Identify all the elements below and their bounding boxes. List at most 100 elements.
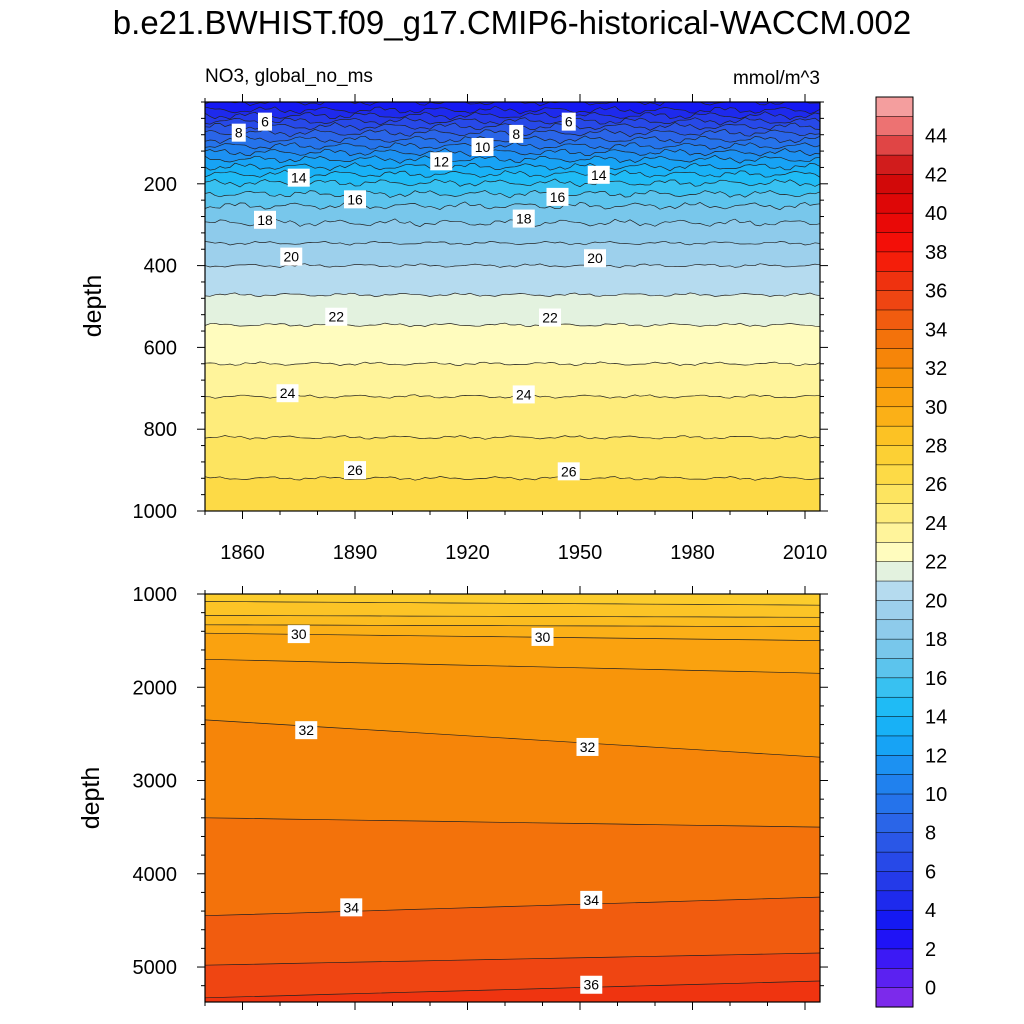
variable-subtitle: NO3, global_no_ms [205,66,373,87]
x-tick-label: 2010 [783,542,828,564]
contour-label-box [340,898,363,917]
colorbar-swatch [875,271,914,292]
colorbar-swatch [875,96,914,117]
x-tick-label: 1890 [333,542,378,564]
plot-frame [204,101,821,512]
contour-label-box [580,890,603,909]
contour-label-box [276,384,299,403]
contour-label-text: 24 [280,385,296,401]
y-tick-label: 2000 [133,677,178,699]
x-tick-label: 1980 [670,542,715,564]
contour-label-text: 36 [583,977,599,993]
colorbar-swatch [875,212,914,234]
y-tick-label: 5000 [133,957,178,979]
contour-label-box [561,112,576,131]
contour-label: 18 [254,210,276,229]
contour-label-text: 20 [283,249,299,265]
contour-line [204,154,821,164]
contour-line [204,615,821,618]
colorbar-swatch [875,619,914,640]
contour-label: 6 [258,112,272,131]
contour-label-text: 30 [535,629,551,645]
colorbar-swatch [875,154,914,175]
colorbar-label: 44 [925,126,947,148]
colorbar-swatch [875,638,914,660]
chart-title: b.e21.BWHIST.f09_g17.CMIP6-historical-WA… [113,4,911,41]
contour-band [204,263,821,297]
contour-label-text: 14 [591,167,607,183]
contour-label: 6 [561,112,576,131]
colorbar-label: 10 [925,784,947,806]
colorbar-swatch [875,890,914,911]
contour-line [204,394,821,399]
contour-label-text: 34 [343,899,359,915]
colorbar-label: 36 [925,281,947,303]
upper-contour-labels: 8 6 14 16 18 20 22 24 26 12 10 8 6 14 16 18 20 22 24 26 [231,112,610,481]
x-tick-label: 1950 [558,542,603,564]
colorbar-swatch [875,464,914,485]
contour-label-box [584,249,606,268]
lower-contour-labels: 30 30 32 32 34 34 36 [287,625,603,994]
colorbar-swatch [875,677,914,698]
contour-label-box [580,975,603,994]
contour-line [204,105,821,115]
contour-label: 8 [509,124,524,143]
contour-line [204,218,821,227]
contour-label-box [295,721,318,740]
contour-line [204,624,821,627]
contour-line [204,147,821,157]
contour-label-text: 16 [347,191,363,207]
colorbar-swatch [875,600,914,621]
colorbar-swatch [875,716,914,737]
contour-band [204,292,821,328]
colorbar-label: 28 [925,436,947,458]
contour-label-box [509,124,524,143]
contour-label-box [258,112,272,131]
colorbar-label: 40 [925,203,947,225]
contour-label-box [576,737,599,756]
colorbar-swatch [875,909,914,931]
contour-label: 26 [344,461,366,480]
contour-label-text: 12 [433,153,449,169]
contour-label: 18 [512,209,535,228]
x-tick-label: 1920 [445,542,490,564]
colorbar-swatch [875,445,914,466]
contour-label-box [512,209,535,228]
contour-line [204,658,821,674]
colorbar-swatch [875,522,914,543]
contour-label-box [557,462,580,481]
colorbar-label: 34 [925,319,947,341]
y-tick-label: 800 [144,419,177,441]
contour-label: 14 [287,168,310,187]
contour-label-box [287,168,310,187]
colorbar-label: 18 [925,629,947,651]
contour-label: 16 [546,187,569,206]
colorbar-swatch [875,987,914,1008]
units-subtitle: mmol/m^3 [733,68,820,89]
colorbar-swatch [875,813,914,834]
colorbar-swatch [875,832,914,853]
colorbar: 0246810121416182022242628303234363840424… [875,96,947,1008]
colorbar-swatch [875,735,914,756]
contour-label: 34 [580,890,603,909]
contour-label: 30 [531,627,554,646]
contour-line [204,476,821,481]
contour-label-box [430,152,453,171]
contour-line [204,292,821,297]
colorbar-swatch [875,774,914,795]
colorbar-label: 2 [925,939,936,961]
colorbar-swatch [875,851,914,873]
y-tick-label: 4000 [133,864,178,886]
contour-label: 20 [584,249,606,268]
colorbar-swatch [875,561,914,582]
colorbar-label: 8 [925,823,936,845]
contour-line [204,190,821,199]
contour-label-box [344,461,366,480]
colorbar-label: 26 [925,474,947,496]
contour-label: 24 [512,385,535,404]
contour-label-text: 16 [550,189,566,205]
colorbar-swatch [875,968,914,989]
contour-line [204,435,821,440]
